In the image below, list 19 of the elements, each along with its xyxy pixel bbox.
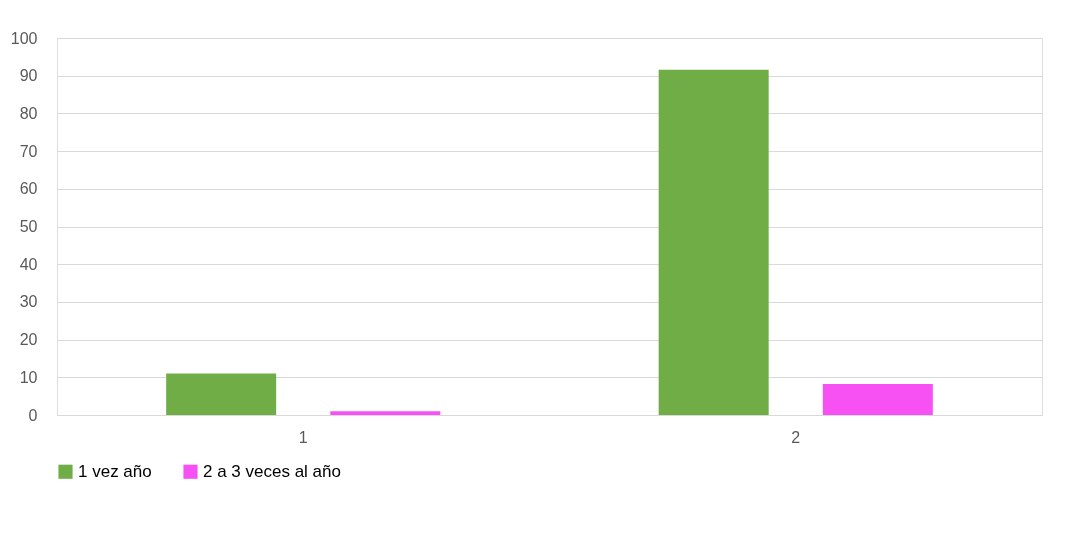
x-tick-label: 2 — [791, 428, 801, 446]
bar — [822, 384, 933, 415]
legend-label: 2 a 3 veces al año — [203, 461, 341, 481]
y-tick-label: 60 — [19, 180, 38, 198]
x-tick-label: 1 — [298, 428, 308, 446]
y-tick-label: 0 — [28, 406, 38, 424]
legend-label: 1 vez año — [78, 461, 152, 481]
y-tick-label: 30 — [19, 293, 38, 311]
y-tick-label: 70 — [19, 142, 38, 160]
y-tick-label: 50 — [19, 218, 38, 235]
bar — [166, 373, 277, 415]
y-tick-label: 20 — [19, 331, 38, 349]
y-tick-label: 10 — [19, 368, 38, 386]
y-tick-label: 40 — [19, 255, 38, 273]
y-tick-label: 80 — [19, 104, 38, 122]
y-tick-label: 100 — [10, 29, 38, 47]
bar — [330, 411, 441, 415]
y-tick-label: 90 — [19, 67, 38, 85]
bar — [658, 69, 769, 415]
